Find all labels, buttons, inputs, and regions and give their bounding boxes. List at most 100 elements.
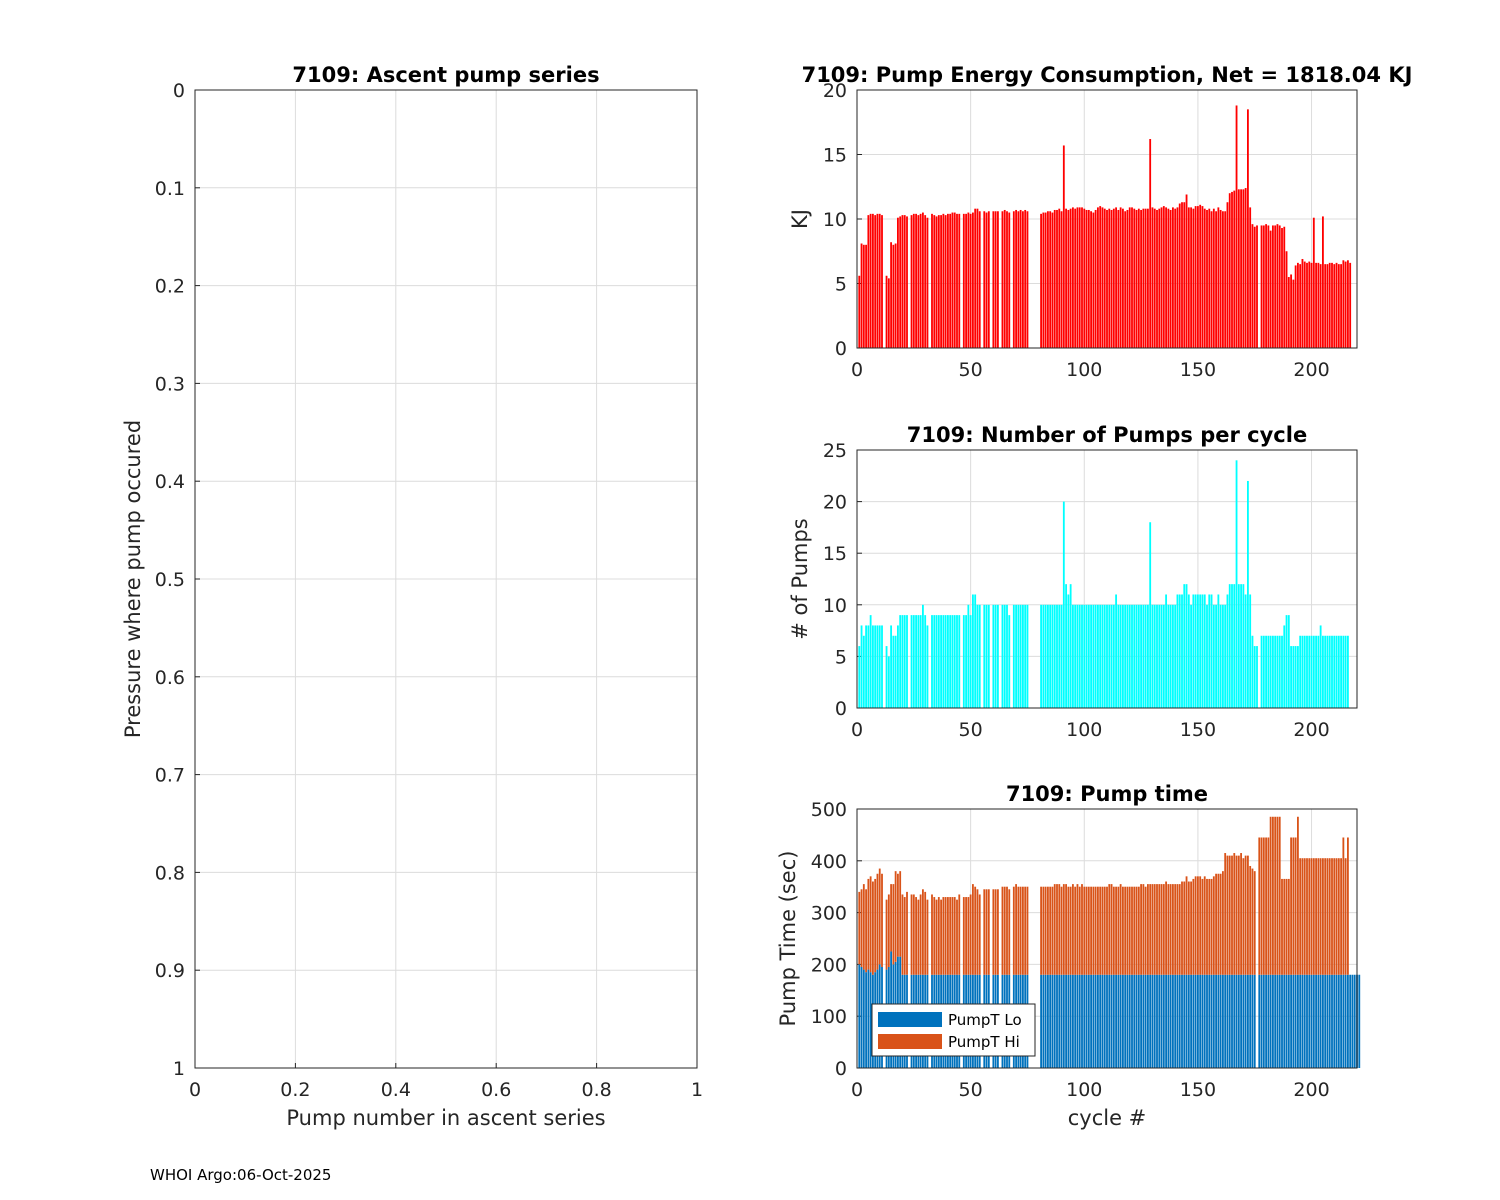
energy-bar bbox=[1306, 262, 1308, 348]
energy-bar bbox=[1247, 109, 1249, 348]
pumptime-lo-bar bbox=[1292, 974, 1295, 1068]
pumptime-hi-bar bbox=[1242, 858, 1245, 975]
pumptime-lo-bar bbox=[1344, 974, 1347, 1068]
pumptime-lo-bar bbox=[1040, 974, 1042, 1068]
energy-bar bbox=[1208, 208, 1211, 348]
pumps-bar bbox=[942, 615, 945, 708]
pumps-bar bbox=[1299, 635, 1302, 708]
pumps-bar bbox=[1333, 635, 1336, 708]
pumptime-lo-bar bbox=[1106, 974, 1108, 1068]
pumptime-hi-bar bbox=[931, 894, 933, 975]
pumps-bar bbox=[1099, 604, 1102, 708]
pumps-bar bbox=[1310, 635, 1313, 708]
pumptime-hi-bar bbox=[1087, 886, 1090, 975]
energy-bar bbox=[1319, 264, 1322, 348]
energy-bar bbox=[1151, 207, 1154, 348]
energy-bar bbox=[1040, 213, 1042, 348]
pumptime-hi-bar bbox=[1244, 855, 1247, 975]
pumps-bar bbox=[1194, 594, 1197, 708]
pumps-bar bbox=[1124, 604, 1127, 708]
energy-bar bbox=[1274, 225, 1277, 348]
pumps-bar bbox=[1153, 604, 1156, 708]
pumptime-hi-bar bbox=[1185, 876, 1188, 975]
energy-bar bbox=[1333, 264, 1336, 348]
pumptime-hi-bar bbox=[1222, 871, 1224, 975]
pumps-bar bbox=[965, 615, 967, 708]
pumps-bar bbox=[1176, 594, 1179, 708]
energy-bar bbox=[962, 213, 965, 348]
pumptime-hi-bar bbox=[1331, 858, 1333, 975]
energy-bar bbox=[1133, 208, 1136, 348]
pumptime-lo-bar bbox=[1265, 974, 1267, 1068]
energy-y-tick-label: 20 bbox=[823, 80, 847, 102]
pumptime-lo-bar bbox=[1224, 974, 1227, 1068]
pumptime-lo-bar bbox=[867, 969, 870, 1068]
energy-bar bbox=[1231, 191, 1233, 348]
pumptime-x-tick-label: 200 bbox=[1293, 1079, 1329, 1101]
pumps-bar bbox=[1006, 604, 1008, 708]
pumps-bar bbox=[865, 625, 867, 708]
pumps-bar bbox=[1169, 604, 1172, 708]
energy-bar bbox=[1153, 208, 1156, 348]
energy-bar bbox=[860, 243, 863, 348]
pumps-bar bbox=[1317, 635, 1320, 708]
pumptime-lo-bar bbox=[1126, 974, 1129, 1068]
pumptime-lo-bar bbox=[1278, 974, 1281, 1068]
pumps-bar bbox=[1233, 584, 1236, 708]
pumptime-lo-bar bbox=[1049, 974, 1052, 1068]
energy-title: 7109: Pump Energy Consumption, Net = 181… bbox=[802, 63, 1413, 87]
pumptime-y-tick-label: 0 bbox=[835, 1058, 847, 1080]
energy-bar bbox=[953, 212, 956, 348]
pumps-bar bbox=[994, 604, 997, 708]
energy-bar bbox=[1085, 209, 1088, 348]
pumptime-hi-bar bbox=[1117, 886, 1120, 975]
pumptime-hi-bar bbox=[874, 878, 877, 973]
energy-bar bbox=[1203, 208, 1206, 348]
pumptime-hi-bar bbox=[1019, 886, 1022, 975]
pumptime-axes-box bbox=[856, 808, 1358, 1069]
pumps-bar bbox=[1040, 604, 1042, 708]
energy-bar bbox=[1022, 211, 1024, 348]
pumptime-hi-bar bbox=[1299, 858, 1302, 975]
pumps-bar bbox=[899, 615, 902, 708]
energy-bar bbox=[1176, 207, 1179, 348]
pumptime-hi-bar bbox=[1253, 871, 1256, 975]
pumps-bar bbox=[967, 604, 970, 708]
energy-bar bbox=[1226, 202, 1229, 348]
pumptime-hi-bar bbox=[1192, 878, 1195, 975]
pumps-bar bbox=[1185, 584, 1188, 708]
pumps-bar bbox=[962, 615, 965, 708]
pumps-bar bbox=[1331, 635, 1333, 708]
pumptime-hi-bar bbox=[1122, 886, 1124, 975]
pumptime-hi-bar bbox=[1083, 886, 1086, 975]
pumptime-hi-bar bbox=[1174, 884, 1177, 975]
pumps-bar bbox=[1290, 646, 1292, 708]
pumps-bar bbox=[1001, 604, 1004, 708]
pumptime-y-tick-label: 100 bbox=[811, 1006, 847, 1028]
pumps-bar bbox=[1012, 604, 1015, 708]
pumptime-lo-bar bbox=[1324, 974, 1327, 1068]
energy-bar bbox=[1349, 262, 1352, 348]
pumps-bar bbox=[1224, 604, 1227, 708]
pumptime-hi-bar bbox=[1294, 837, 1297, 975]
energy-bar bbox=[1172, 207, 1174, 348]
pumptime-hi-bar bbox=[1062, 884, 1065, 975]
pumptime-x-tick-label: 50 bbox=[959, 1079, 983, 1101]
pumps-x-tick-label: 50 bbox=[959, 719, 983, 741]
pumptime-lo-bar bbox=[1176, 974, 1179, 1068]
energy-x-tick-label: 0 bbox=[851, 359, 863, 381]
pumptime-lo-bar bbox=[1244, 974, 1247, 1068]
pumptime-lo-bar bbox=[1347, 974, 1349, 1068]
energy-bar bbox=[1262, 225, 1265, 348]
energy-bar bbox=[869, 213, 872, 348]
ascent-y-tick-label: 0.6 bbox=[155, 667, 185, 689]
pumptime-lo-bar bbox=[1276, 974, 1279, 1068]
pumptime-lo-bar bbox=[1060, 974, 1063, 1068]
energy-bar bbox=[1253, 226, 1256, 348]
pumps-bar bbox=[1137, 604, 1140, 708]
pumptime-hi-bar bbox=[1283, 878, 1286, 975]
pumps-bar bbox=[1219, 604, 1222, 708]
pumptime-hi-bar bbox=[901, 894, 904, 975]
pumptime-hi-bar bbox=[949, 897, 952, 975]
pumptime-lo-bar bbox=[1251, 974, 1254, 1068]
